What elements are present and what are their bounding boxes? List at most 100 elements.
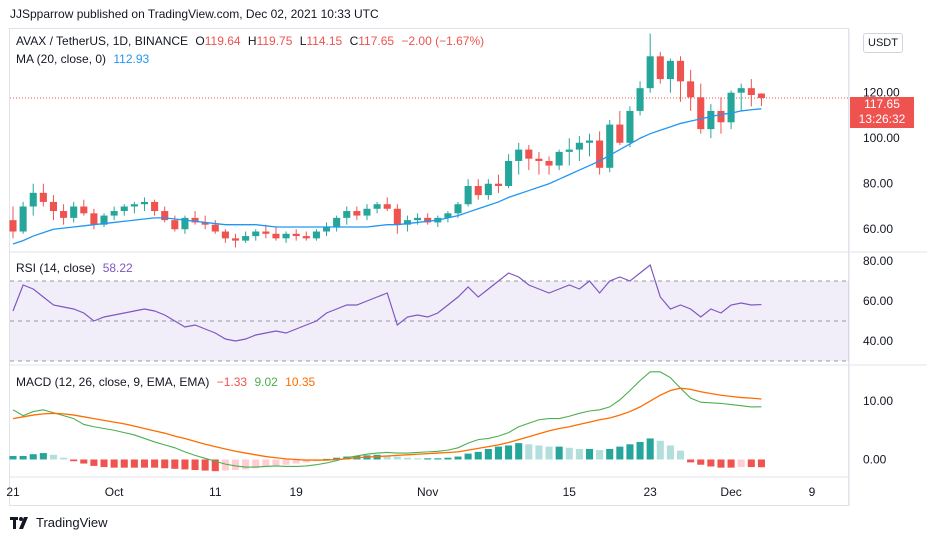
macd-histogram-bar [322,458,331,460]
last-price-tag: 117.65 13:26:32 [850,97,914,128]
macd-histogram-bar [434,458,442,460]
macd-histogram-bar [565,447,573,460]
macd-histogram-bar [484,448,492,460]
rsi-label: RSI (14, close) [16,261,96,275]
change-value: −2.00 (−1.67%) [401,34,485,48]
candle-body [211,224,219,232]
macd-histogram-bar [70,459,78,462]
candle-body [110,211,118,216]
macd-histogram-bar [676,450,685,460]
publish-info: JJSpparrow published on TradingView.com,… [10,7,379,21]
macd-histogram-bar [130,459,138,468]
candle-body [717,110,725,123]
candle-body [515,149,523,161]
candle-body [464,186,472,205]
rsi-tick-label: 80.00 [863,254,893,268]
candle-body [363,208,371,216]
macd-histogram-bar [646,438,654,460]
candle-body [191,217,199,223]
macd-hist-value: −1.33 [216,375,248,389]
candle-body [707,110,715,130]
candle-body [687,81,695,98]
candle-body [565,149,573,152]
macd-histogram-bar [737,459,745,468]
macd-histogram-bar [403,457,411,460]
candle-body [9,220,17,232]
macd-histogram-bar [191,459,199,470]
candle-body [414,217,422,221]
time-tick-label: Nov [417,485,438,499]
close-value: 117.65 [358,34,395,48]
macd-histogram-bar [515,443,523,460]
candle-body [596,140,604,168]
macd-histogram-bar [687,459,695,463]
price-tick-label: 80.00 [863,177,893,191]
footer[interactable]: TradingView [10,515,108,530]
candle-body [626,110,634,143]
macd-tick-label: 0.00 [863,452,887,466]
currency-button[interactable]: USDT [863,33,903,53]
candle-body [727,92,735,123]
tradingview-logo-icon [10,516,28,529]
macd-signal-line [12,387,762,461]
candle-body [757,93,765,99]
candle-body [171,220,179,230]
candle-body [697,97,705,130]
macd-line-value: 9.02 [254,375,278,389]
macd-histogram-bar [100,459,108,468]
candle-body [60,211,68,218]
candle-body [454,204,462,214]
macd-histogram-bar [49,454,57,460]
rsi-line [12,263,762,342]
time-tick-label: 19 [290,485,304,499]
time-tick-label: 23 [643,485,657,499]
macd-histogram-bar [171,459,179,469]
candle-body [676,60,685,82]
macd-histogram-bar [444,457,452,460]
candle-body [272,233,280,239]
macd-histogram-bar [717,459,725,468]
candle-body [403,220,411,225]
macd-histogram-bar [424,458,432,460]
macd-histogram-bar [272,459,280,466]
candle-body [282,233,290,239]
time-tick-label: 15 [563,485,577,499]
candle-body [343,211,351,218]
macd-histogram-bar [656,440,664,460]
candle-body [545,160,553,166]
macd-histogram-bar [39,453,47,460]
macd-legend: MACD (12, 26, close, 9, EMA, EMA) −1.33 … [16,375,319,389]
candle-body [606,124,614,168]
macd-histogram-bar [697,459,705,465]
time-tick-label: 11 [209,485,222,499]
time-tick-label: 21 [6,485,20,499]
candle-body [383,204,391,209]
candle-body [555,151,563,166]
candle-body [353,211,361,216]
macd-histogram-bar [727,459,735,468]
macd-histogram-bar [555,446,563,460]
macd-histogram-bar [626,444,634,460]
macd-histogram-bar [707,459,715,467]
candle-body [616,124,624,143]
macd-histogram-bar [535,445,543,460]
macd-histogram-bar [19,455,27,460]
ma-line [12,108,762,245]
ma-value: 112.93 [113,52,150,66]
macd-histogram-bar [110,459,118,468]
macd-histogram-bar [393,456,401,460]
macd-histogram-bar [90,459,98,466]
close-label: C [349,34,359,48]
macd-histogram-bar [636,441,644,460]
candle-body [201,222,209,225]
time-tick-label: 9 [809,485,816,499]
candle-body [39,192,47,202]
macd-histogram-bar [333,457,341,460]
macd-histogram-bar [282,459,290,465]
rsi-value: 58.22 [102,261,133,275]
macd-histogram-bar [575,448,583,460]
price-tick-label: 100.00 [863,131,900,145]
macd-signal-value: 10.35 [285,375,316,389]
candle-body [49,201,57,212]
